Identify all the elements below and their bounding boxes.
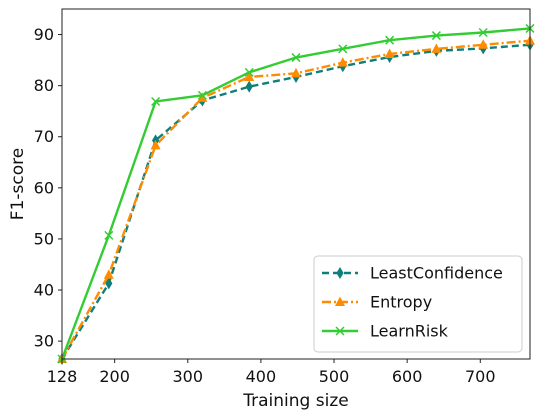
data-point-leastconfidence [105,277,113,290]
y-tick-label: 70 [34,127,54,146]
legend-marker-entropy [335,296,345,306]
y-tick-label: 40 [34,281,54,300]
x-tick-label: 400 [246,367,277,386]
x-tick-label: 500 [319,367,350,386]
data-point-learnrisk [244,67,254,77]
data-point-entropy [337,57,348,67]
data-point-learnrisk [478,27,488,38]
data-point-entropy [431,43,442,53]
plot-frame [61,8,531,360]
x-tick-label: 700 [465,367,496,386]
x-tick-label: 128 [47,367,78,386]
data-point-learnrisk [104,230,114,240]
y-tick-label: 90 [34,25,54,44]
data-point-learnrisk [385,35,395,45]
data-point-learnrisk [338,44,348,54]
x-tick-label: 300 [173,367,204,386]
data-point-entropy [291,67,301,78]
y-tick-label: 30 [34,332,54,351]
data-point-entropy [103,269,114,279]
y-tick-label: 80 [34,76,54,95]
legend-label-learnrisk: LearnRisk [370,322,449,341]
x-tick-label: 200 [99,367,130,386]
data-point-entropy [197,92,208,102]
legend-label-leastconfidence: LeastConfidence [370,264,503,283]
data-point-leastconfidence [245,80,253,93]
x-axis: 128 200 300 400 500 600 700 [47,359,496,386]
data-point-entropy [478,39,489,49]
y-tick-label: 50 [34,229,54,248]
y-tick-label: 60 [34,178,54,197]
x-tick-label: 600 [392,367,423,386]
data-point-learnrisk [431,31,441,41]
legend-label-entropy: Entropy [370,293,432,312]
data-point-entropy [244,71,255,81]
series-markers [57,23,535,365]
legend-box [313,255,523,353]
data-point-entropy [384,48,395,58]
legend-marker-leastconfidence [336,267,344,279]
legend: LeastConfidence Entropy LearnRisk [313,255,523,353]
legend-marker-learnrisk [335,326,345,336]
y-axis-title: F1-score [8,148,28,220]
x-axis-title: Training size [242,391,348,411]
y-axis: 30 40 50 60 70 80 90 [34,25,62,351]
data-point-learnrisk [291,53,301,63]
data-point-learnrisk [151,96,161,107]
data-point-learnrisk [197,90,207,100]
data-point-entropy [150,139,161,150]
